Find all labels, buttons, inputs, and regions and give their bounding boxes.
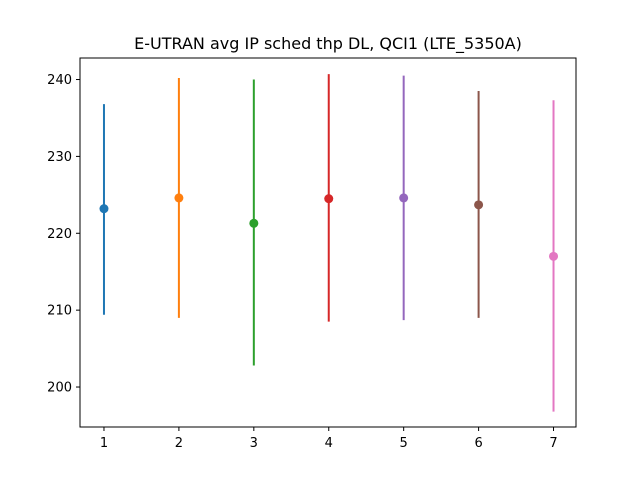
plot-frame [79, 57, 577, 428]
chart-marks [99, 74, 559, 412]
y-tick-label-1: 200 [47, 381, 72, 396]
x-tick-label-1: 1 [100, 436, 108, 451]
mean-point-4 [324, 194, 334, 204]
mean-point-2 [174, 193, 184, 203]
x-tick-label-7: 7 [549, 436, 557, 451]
x-tick-label-2: 2 [175, 436, 183, 451]
y-tick-label-3: 220 [47, 227, 72, 242]
y-tick-label-4: 230 [47, 150, 72, 165]
mean-point-1 [99, 204, 109, 214]
x-tick-label-3: 3 [250, 436, 258, 451]
mean-point-5 [399, 193, 409, 203]
chart-title: E-UTRAN avg IP sched thp DL, QCI1 (LTE_5… [134, 34, 522, 54]
x-tick-label-4: 4 [325, 436, 333, 451]
x-tick-label-5: 5 [400, 436, 408, 451]
y-tick-label-5: 240 [47, 73, 72, 88]
chart-axes: 1 2 3 4 5 6 7 200 210 220 230 240 [47, 57, 577, 451]
mean-point-3 [249, 218, 259, 228]
y-tick-label-2: 210 [47, 304, 72, 319]
x-tick-label-6: 6 [474, 436, 482, 451]
mean-point-6 [474, 200, 484, 210]
mean-point-7 [549, 251, 559, 261]
